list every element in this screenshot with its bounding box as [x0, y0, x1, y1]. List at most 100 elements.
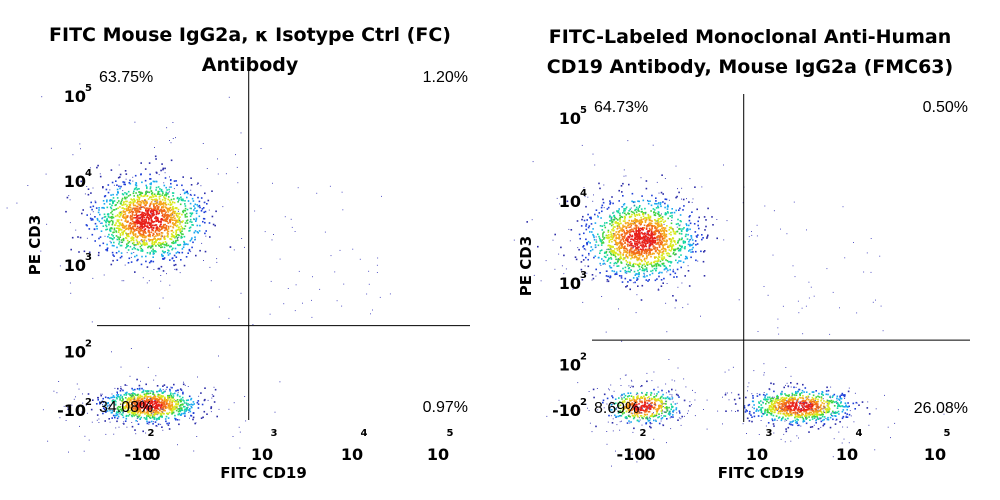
event-dot — [653, 214, 656, 216]
event-dot — [672, 270, 675, 273]
event-dot — [621, 409, 624, 412]
event-dot — [585, 249, 587, 251]
event-dot — [635, 408, 637, 410]
event-dot — [657, 416, 659, 419]
event-dot — [119, 176, 121, 178]
event-dot — [656, 242, 659, 245]
event-dot — [175, 403, 178, 405]
event-dot — [637, 412, 639, 415]
event-dot — [169, 238, 171, 240]
event-dot — [115, 204, 117, 206]
event-dot — [97, 399, 99, 401]
event-dot — [59, 265, 61, 267]
event-dot — [142, 230, 145, 233]
event-dot — [170, 218, 173, 221]
event-dot — [148, 416, 151, 419]
event-dot — [152, 393, 155, 395]
event-dot — [142, 405, 145, 407]
event-dot — [102, 242, 105, 245]
event-dot — [164, 396, 166, 399]
event-dot — [166, 218, 169, 220]
event-dot — [163, 184, 166, 187]
event-dot — [176, 196, 179, 199]
event-dot — [621, 191, 623, 193]
event-dot — [130, 261, 133, 263]
event-dot — [193, 450, 195, 452]
event-dot — [169, 402, 171, 404]
event-dot — [169, 214, 171, 217]
event-dot — [634, 256, 637, 258]
event-dot — [592, 153, 594, 155]
event-dot — [131, 414, 133, 417]
event-dot — [160, 235, 163, 238]
event-dot — [611, 229, 613, 231]
event-dot — [587, 240, 590, 243]
event-dot — [167, 192, 169, 194]
event-dot — [650, 219, 652, 222]
event-dot — [160, 201, 162, 204]
event-dot — [661, 233, 664, 235]
event-dot — [655, 228, 658, 230]
event-dot — [153, 418, 156, 420]
event-dot — [111, 199, 113, 202]
event-dot — [143, 399, 146, 402]
event-dot — [121, 280, 123, 282]
event-dot — [154, 412, 156, 414]
event-dot — [670, 244, 672, 247]
event-dot — [189, 403, 191, 406]
event-dot — [124, 384, 127, 386]
event-dot — [129, 204, 131, 207]
event-dot — [630, 421, 632, 423]
event-dot — [637, 252, 639, 254]
event-dot — [190, 405, 192, 408]
event-dot — [297, 187, 299, 189]
event-dot — [610, 248, 612, 250]
event-dot — [42, 409, 44, 411]
event-dot — [96, 403, 98, 405]
event-dot — [114, 215, 117, 218]
event-dot — [202, 220, 204, 223]
event-dot — [659, 225, 662, 227]
event-dot — [583, 248, 586, 250]
event-dot — [158, 244, 160, 247]
event-dot — [192, 241, 194, 244]
event-dot — [139, 193, 142, 196]
event-dot — [142, 409, 145, 411]
event-dot — [138, 198, 140, 200]
event-dot — [585, 205, 587, 208]
event-dot — [675, 299, 677, 300]
event-dot — [136, 229, 138, 231]
event-dot — [146, 392, 148, 395]
event-dot — [150, 225, 153, 227]
event-dot — [172, 393, 174, 395]
event-dot — [195, 212, 198, 215]
event-dot — [648, 227, 651, 230]
event-dot — [189, 220, 191, 223]
event-dot — [116, 246, 118, 249]
event-dot — [129, 179, 131, 182]
event-dot — [666, 410, 668, 412]
event-dot — [121, 223, 124, 225]
event-dot — [92, 277, 94, 279]
event-dot — [200, 392, 202, 394]
event-dot — [214, 388, 217, 391]
event-dot — [193, 403, 195, 405]
event-dot — [138, 208, 140, 210]
event-dot — [165, 243, 168, 246]
event-dot — [631, 244, 633, 247]
event-dot — [185, 220, 188, 222]
event-dot — [139, 234, 141, 237]
event-dot — [167, 399, 169, 402]
event-dot — [204, 398, 206, 401]
event-dot — [688, 219, 691, 222]
event-dot — [126, 221, 128, 223]
event-dot — [123, 423, 125, 425]
event-dot — [644, 244, 647, 247]
event-dot — [164, 209, 166, 212]
event-dot — [620, 257, 623, 260]
event-dot — [147, 214, 149, 216]
event-dot — [151, 208, 153, 210]
event-dot — [654, 260, 656, 263]
event-dot — [125, 178, 127, 180]
event-dot — [180, 400, 182, 403]
